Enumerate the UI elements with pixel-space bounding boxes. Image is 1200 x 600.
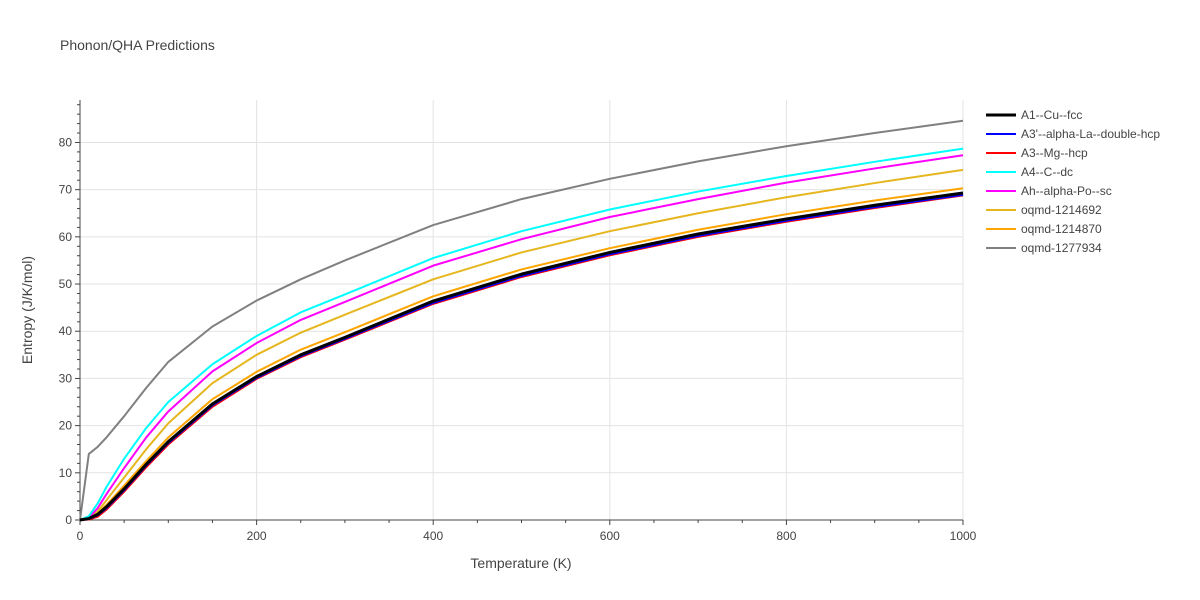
legend-label: A3'--alpha-La--double-hcp [1021,127,1160,141]
tick-labels: 0 200 400 600 800 1000 0 10 20 30 40 50 60 70 80 [59,135,977,543]
y-tick-label: 60 [59,230,73,244]
x-axis-title: Temperature (K) [470,555,571,571]
y-tick-label: 10 [59,466,73,480]
legend-label: A4--C--dc [1021,165,1073,179]
x-tick-label: 400 [423,529,443,543]
y-axis-title: Entropy (J/K/mol) [19,256,35,364]
series-line [79,119,964,521]
series-lines[interactable] [79,119,964,522]
y-tick-label: 30 [59,371,73,385]
x-tick-label: 600 [600,529,620,543]
x-tick-label: 1000 [950,529,977,543]
series-line [79,168,964,521]
series-line [79,187,964,521]
legend-label: oqmd-1214692 [1021,203,1102,217]
y-tick-label: 70 [59,183,73,197]
legend-label: A1--Cu--fcc [1021,108,1082,122]
gridlines [80,100,964,520]
x-tick-label: 0 [77,529,84,543]
series-line [79,154,964,521]
legend-label: oqmd-1277934 [1021,241,1102,255]
y-tick-label: 20 [59,419,73,433]
series-line [79,191,964,522]
legend-label: A3--Mg--hcp [1021,146,1088,160]
chart-title: Phonon/QHA Predictions [60,37,215,53]
y-tick-label: 0 [65,513,72,527]
y-tick-label: 80 [59,135,73,149]
series-line [79,147,964,521]
axes [75,100,964,525]
legend-label: Ah--alpha-Po--sc [1021,184,1112,198]
legend-label: oqmd-1214870 [1021,222,1102,236]
series-line [79,193,964,521]
x-tick-label: 200 [247,529,267,543]
x-tick-label: 800 [776,529,796,543]
legend[interactable]: A1--Cu--fcc A3'--alpha-La--double-hcp A3--… [986,108,1160,255]
series-line [79,194,964,521]
y-tick-label: 50 [59,277,73,291]
y-tick-label: 40 [59,324,73,338]
